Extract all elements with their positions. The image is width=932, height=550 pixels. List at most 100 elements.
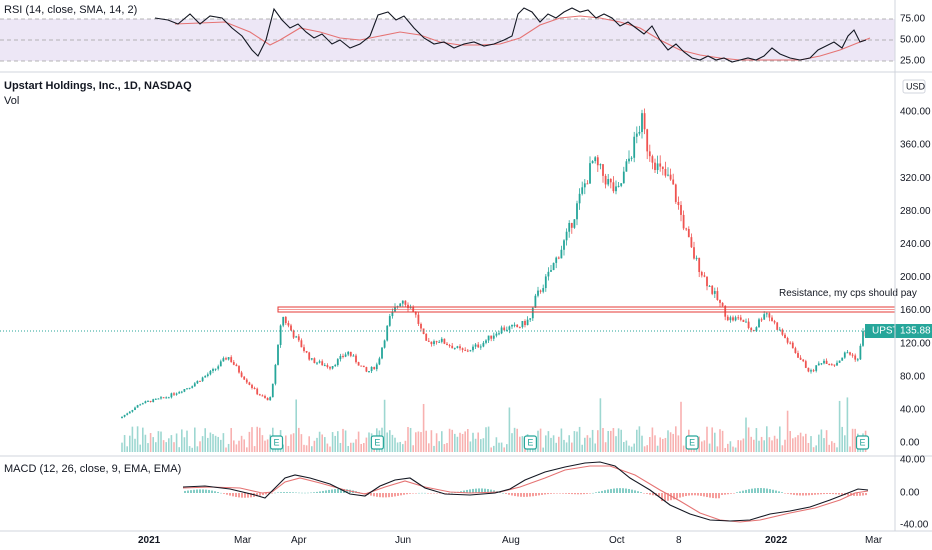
macd-histogram-bar <box>823 493 825 495</box>
candle-body <box>802 359 805 362</box>
candle-body <box>292 330 295 338</box>
macd-histogram-bar <box>598 491 600 493</box>
earnings-marker[interactable] <box>269 435 284 450</box>
macd-histogram-bar <box>208 490 210 493</box>
volume-bar <box>506 444 508 452</box>
volume-bar <box>537 430 539 452</box>
candle-body <box>440 338 443 342</box>
candle-body <box>841 357 844 361</box>
candle-body <box>602 164 604 176</box>
volume-bar <box>246 447 248 452</box>
volume-bar <box>420 432 422 452</box>
rsi-legend[interactable]: RSI (14, close, SMA, 14, 2) <box>4 4 138 16</box>
volume-bar <box>773 435 776 452</box>
volume-bar <box>207 437 209 452</box>
macd-histogram-bar <box>526 493 528 497</box>
macd-histogram-bar <box>319 491 321 493</box>
candle-body <box>334 365 337 367</box>
volume-bar <box>511 433 513 452</box>
macd-histogram-bar <box>289 492 291 493</box>
macd-histogram-bar <box>778 491 780 493</box>
rsi-line <box>154 7 867 63</box>
candle-body <box>344 354 347 357</box>
candle-body <box>227 357 230 360</box>
candle-body <box>297 336 300 341</box>
volume-bar <box>742 438 745 452</box>
candle-body <box>708 285 711 287</box>
earnings-marker[interactable] <box>685 435 699 450</box>
price-tick: 80.00 <box>900 371 925 382</box>
candle-body <box>420 323 422 329</box>
candle-body <box>144 401 147 404</box>
price-tick: 280.00 <box>900 206 931 217</box>
volume-bar <box>620 429 622 452</box>
earnings-marker[interactable] <box>370 435 384 450</box>
macd-histogram-bar <box>724 493 726 495</box>
macd-histogram-bar <box>490 489 492 493</box>
candle-body <box>498 333 500 335</box>
macd-histogram-bar <box>691 493 693 496</box>
macd-legend[interactable]: MACD (12, 26, close, 9, EMA, EMA) <box>4 463 182 475</box>
volume-bar <box>243 439 245 452</box>
currency-badge[interactable] <box>902 79 926 94</box>
candle-body <box>690 237 693 248</box>
volume-bar <box>589 437 591 452</box>
earnings-marker-label: E <box>860 437 866 447</box>
volume-bar <box>256 426 258 452</box>
volume-bar <box>472 432 474 452</box>
macd-histogram-bar <box>772 489 774 493</box>
volume-bar <box>607 430 609 452</box>
volume-bar <box>251 427 253 452</box>
volume-bar <box>248 431 251 452</box>
volume-bar <box>859 447 862 452</box>
candle-body <box>789 342 792 344</box>
earnings-marker[interactable] <box>523 435 537 450</box>
candle-body <box>407 304 409 309</box>
volume-bar <box>178 447 180 452</box>
candle-body <box>622 171 625 184</box>
volume-bars <box>121 397 867 452</box>
vol-legend[interactable]: Vol <box>4 95 20 107</box>
candle-body <box>773 321 776 323</box>
volume-bar <box>155 442 157 452</box>
candle-body <box>635 133 638 137</box>
candle-body <box>682 214 685 229</box>
volume-bar <box>516 428 518 452</box>
candle-body <box>791 342 794 349</box>
volume-bar <box>810 436 812 452</box>
price-tick: 200.00 <box>900 272 931 283</box>
earnings-marker[interactable] <box>855 435 870 450</box>
volume-bar <box>539 428 542 452</box>
volume-bar <box>508 407 511 452</box>
volume-bar <box>776 438 778 452</box>
candle-body <box>778 329 781 331</box>
candle-body <box>763 314 766 320</box>
macd-histogram-bar <box>292 492 294 493</box>
volume-bar <box>849 446 851 452</box>
volume-bar <box>316 437 318 452</box>
macd-histogram-bar <box>226 493 228 495</box>
volume-bar <box>477 432 479 452</box>
candle-body <box>321 361 324 366</box>
macd-histogram-bar <box>418 492 420 494</box>
volume-bar <box>581 444 583 452</box>
macd-histogram-bar <box>610 488 612 493</box>
macd-histogram-bar <box>394 493 396 497</box>
candle-body <box>651 156 654 163</box>
macd-histogram-bar <box>739 491 741 493</box>
candle-body <box>724 305 727 317</box>
candle-body <box>537 290 539 296</box>
candle-body <box>401 300 404 304</box>
volume-bar <box>282 444 284 452</box>
candle-body <box>797 353 799 358</box>
candle-body <box>313 358 316 364</box>
volume-bar <box>357 431 360 452</box>
candle-body <box>521 320 524 328</box>
candle-body <box>342 355 344 357</box>
volume-bar <box>545 435 547 452</box>
volume-bar <box>266 439 269 452</box>
candle-body <box>820 363 823 365</box>
volume-bar <box>667 430 669 452</box>
volume-bar <box>612 428 615 452</box>
